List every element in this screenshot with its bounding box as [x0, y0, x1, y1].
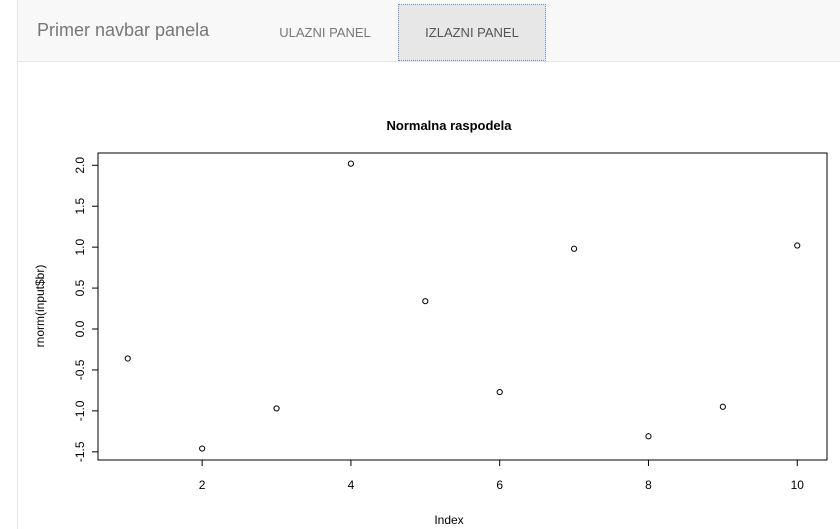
y-tick-label: -1.5 [73, 441, 87, 462]
x-tick-label: 6 [496, 478, 503, 492]
tab-ulazni-panel[interactable]: ULAZNI PANEL [279, 25, 371, 40]
y-tick-label: 0.0 [73, 320, 87, 337]
y-axis: -1.5 -1.0 -0.5 0.0 0.5 1.0 1.5 2.0 [73, 157, 98, 462]
plot-panel: Normalna raspodela 2 4 6 8 10 -1.5 -1.0 -0.5 0.… [18, 62, 840, 529]
x-tick-label: 8 [645, 478, 652, 492]
data-point [496, 388, 503, 396]
x-tick-label: 2 [199, 478, 206, 492]
chart-title: Normalna raspodela [387, 118, 513, 133]
data-point [719, 403, 726, 410]
data-point [794, 242, 801, 249]
y-tick-label: -0.5 [73, 359, 87, 380]
y-tick-label: 1.5 [73, 198, 87, 215]
data-point [124, 355, 131, 362]
x-axis: 2 4 6 8 10 [199, 460, 804, 492]
data-point [422, 298, 429, 305]
y-tick-label: 1.0 [73, 238, 87, 255]
scatter-chart: Normalna raspodela 2 4 6 8 10 -1.5 -1.0 -0.5 0.… [33, 118, 828, 527]
left-divider [17, 0, 18, 529]
plot-frame [97, 152, 828, 461]
navbar-brand[interactable]: Primer navbar panela [37, 20, 210, 40]
y-tick-label: 2.0 [73, 157, 87, 174]
data-point [199, 445, 206, 452]
navbar: Primer navbar panela ULAZNI PANEL IZLAZN… [18, 0, 840, 62]
x-tick-label: 10 [791, 478, 805, 492]
x-tick-label: 4 [348, 478, 355, 492]
tab-izlazni-panel[interactable]: IZLAZNI PANEL [398, 4, 546, 61]
data-point [570, 245, 578, 252]
data-point [645, 433, 652, 440]
data-points [124, 160, 801, 452]
y-axis-label: rnorm(input$br) [33, 265, 47, 348]
y-tick-label: 0.5 [73, 279, 87, 296]
y-tick-label: -1.0 [73, 400, 87, 421]
x-axis-label: Index [434, 513, 463, 527]
data-point [273, 405, 280, 412]
data-point [347, 160, 355, 167]
